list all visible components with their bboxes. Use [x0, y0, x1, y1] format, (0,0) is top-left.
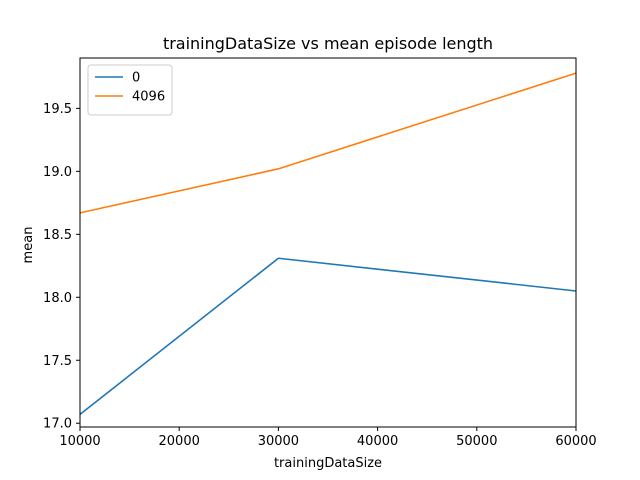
x-tick-label: 10000: [59, 434, 100, 449]
legend-label-4096: 4096: [132, 90, 165, 105]
y-tick-label: 19.5: [43, 102, 72, 117]
x-axis-title: trainingDataSize: [274, 456, 382, 471]
series-line-4096: [79, 72, 577, 214]
legend-label-0: 0: [132, 71, 140, 86]
x-tick-label: 30000: [258, 434, 299, 449]
y-axis-title: mean: [21, 227, 36, 264]
series-line-0: [79, 257, 577, 416]
y-tick-label: 17.0: [43, 417, 72, 432]
x-tick-label: 60000: [555, 434, 596, 449]
y-tick-label: 19.0: [43, 165, 72, 180]
plot-lines: [79, 72, 577, 416]
y-tick-label: 18.5: [43, 228, 72, 243]
x-tick-label: 50000: [456, 434, 497, 449]
y-axis: 17.0 17.5 18.0 18.5 19.0 19.5: [43, 102, 80, 432]
x-tick-label: 20000: [159, 434, 200, 449]
y-tick-label: 17.5: [43, 354, 72, 369]
x-tick-label: 40000: [357, 434, 398, 449]
legend: 0 4096: [87, 64, 173, 116]
x-axis: 10000 20000 30000 40000 50000 60000: [59, 427, 597, 449]
chart-title: trainingDataSize vs mean episode length: [163, 34, 493, 53]
plot-frame: [79, 57, 577, 428]
y-tick-label: 18.0: [43, 291, 72, 306]
